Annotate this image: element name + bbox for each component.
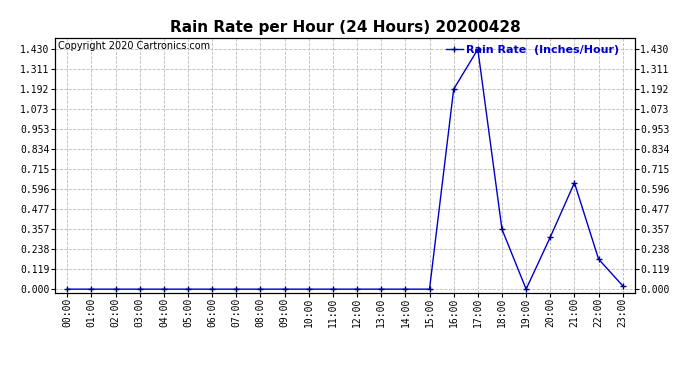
Rain Rate  (Inches/Hour)	[402, 287, 410, 291]
Rain Rate  (Inches/Hour)	[425, 287, 433, 291]
Rain Rate  (Inches/Hour)	[546, 235, 555, 239]
Rain Rate  (Inches/Hour)	[522, 287, 530, 291]
Rain Rate  (Inches/Hour)	[328, 287, 337, 291]
Rain Rate  (Inches/Hour)	[208, 287, 217, 291]
Rain Rate  (Inches/Hour)	[184, 287, 192, 291]
Rain Rate  (Inches/Hour)	[280, 287, 288, 291]
Rain Rate  (Inches/Hour)	[594, 257, 603, 261]
Rain Rate  (Inches/Hour)	[450, 87, 458, 92]
Rain Rate  (Inches/Hour)	[135, 287, 144, 291]
Rain Rate  (Inches/Hour)	[618, 284, 627, 288]
Line: Rain Rate  (Inches/Hour): Rain Rate (Inches/Hour)	[64, 46, 626, 292]
Rain Rate  (Inches/Hour)	[63, 287, 72, 291]
Rain Rate  (Inches/Hour)	[498, 227, 506, 231]
Rain Rate  (Inches/Hour)	[473, 47, 482, 51]
Rain Rate  (Inches/Hour)	[353, 287, 362, 291]
Rain Rate  (Inches/Hour)	[377, 287, 385, 291]
Rain Rate  (Inches/Hour)	[304, 287, 313, 291]
Rain Rate  (Inches/Hour)	[87, 287, 95, 291]
Rain Rate  (Inches/Hour)	[257, 287, 265, 291]
Rain Rate  (Inches/Hour)	[570, 180, 578, 185]
Rain Rate  (Inches/Hour)	[112, 287, 120, 291]
Legend: Rain Rate  (Inches/Hour): Rain Rate (Inches/Hour)	[442, 40, 624, 59]
Rain Rate  (Inches/Hour)	[232, 287, 240, 291]
Text: Copyright 2020 Cartronics.com: Copyright 2020 Cartronics.com	[58, 41, 210, 51]
Title: Rain Rate per Hour (24 Hours) 20200428: Rain Rate per Hour (24 Hours) 20200428	[170, 20, 520, 35]
Rain Rate  (Inches/Hour)	[160, 287, 168, 291]
